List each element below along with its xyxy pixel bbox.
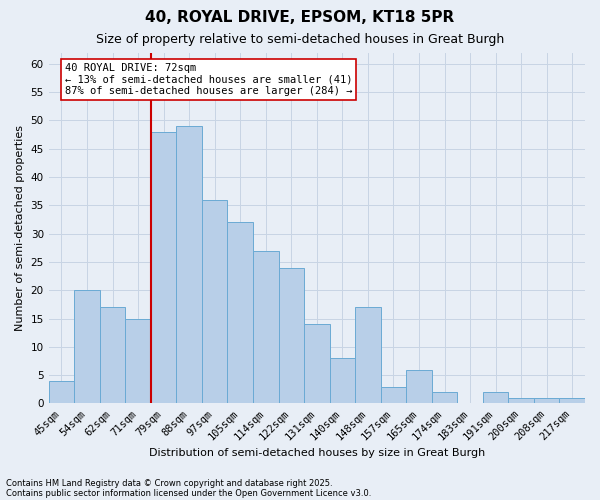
Bar [202, 200, 227, 404]
Bar [559, 398, 585, 404]
Bar [508, 398, 534, 404]
Bar [304, 324, 329, 404]
Bar [49, 381, 74, 404]
Bar [227, 222, 253, 404]
Bar [355, 308, 380, 404]
Bar [151, 132, 176, 404]
Bar [100, 308, 125, 404]
Text: 40 ROYAL DRIVE: 72sqm
← 13% of semi-detached houses are smaller (41)
87% of semi: 40 ROYAL DRIVE: 72sqm ← 13% of semi-deta… [65, 63, 352, 96]
Bar [406, 370, 432, 404]
Bar [329, 358, 355, 404]
Bar [253, 250, 278, 404]
Bar [125, 318, 151, 404]
Text: 40, ROYAL DRIVE, EPSOM, KT18 5PR: 40, ROYAL DRIVE, EPSOM, KT18 5PR [145, 10, 455, 25]
Bar [278, 268, 304, 404]
Bar [534, 398, 559, 404]
Bar [74, 290, 100, 404]
Bar [483, 392, 508, 404]
Bar [380, 386, 406, 404]
Text: Contains HM Land Registry data © Crown copyright and database right 2025.: Contains HM Land Registry data © Crown c… [6, 478, 332, 488]
X-axis label: Distribution of semi-detached houses by size in Great Burgh: Distribution of semi-detached houses by … [149, 448, 485, 458]
Y-axis label: Number of semi-detached properties: Number of semi-detached properties [15, 125, 25, 331]
Text: Size of property relative to semi-detached houses in Great Burgh: Size of property relative to semi-detach… [96, 32, 504, 46]
Bar [176, 126, 202, 404]
Bar [432, 392, 457, 404]
Text: Contains public sector information licensed under the Open Government Licence v3: Contains public sector information licen… [6, 488, 371, 498]
